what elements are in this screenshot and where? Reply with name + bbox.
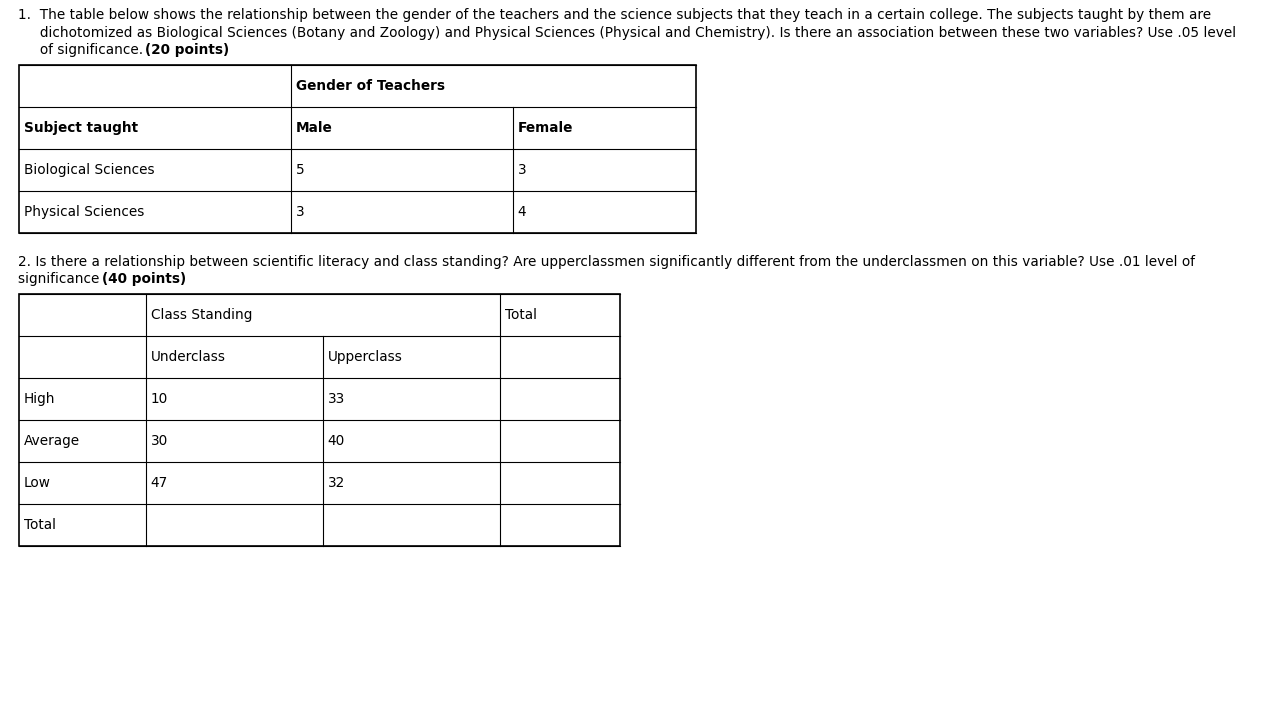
Text: High: High (24, 393, 56, 406)
Text: significance: significance (18, 272, 104, 286)
Text: 5: 5 (296, 163, 305, 177)
Text: Gender of Teachers: Gender of Teachers (296, 79, 446, 93)
Text: Average: Average (24, 435, 80, 449)
Text: Total: Total (24, 518, 56, 532)
Text: 4: 4 (518, 205, 527, 219)
Text: Class Standing: Class Standing (151, 308, 252, 323)
Text: 47: 47 (151, 476, 168, 491)
Text: 10: 10 (151, 393, 168, 406)
Text: 3: 3 (296, 205, 305, 219)
Text: 40: 40 (328, 435, 346, 449)
Text: Low: Low (24, 476, 51, 491)
Text: 33: 33 (328, 393, 346, 406)
Text: Upperclass: Upperclass (328, 350, 403, 364)
Text: 32: 32 (328, 476, 346, 491)
Text: Physical Sciences: Physical Sciences (24, 205, 144, 219)
Text: Male: Male (296, 121, 333, 135)
Text: Female: Female (518, 121, 573, 135)
Text: 1.  The table below shows the relationship between the gender of the teachers an: 1. The table below shows the relationshi… (18, 8, 1212, 22)
Text: 3: 3 (518, 163, 527, 177)
Text: Subject taught: Subject taught (24, 121, 138, 135)
Text: dichotomized as Biological Sciences (Botany and Zoology) and Physical Sciences (: dichotomized as Biological Sciences (Bot… (18, 26, 1236, 40)
Text: of significance.: of significance. (18, 43, 148, 57)
Bar (19, 294, 620, 547)
Text: 30: 30 (151, 435, 168, 449)
Text: (20 points): (20 points) (146, 43, 229, 57)
Text: Underclass: Underclass (151, 350, 225, 364)
Text: 2. Is there a relationship between scientific literacy and class standing? Are u: 2. Is there a relationship between scien… (18, 255, 1195, 269)
Text: (40 points): (40 points) (103, 272, 186, 286)
Text: Total: Total (505, 308, 537, 323)
Text: Biological Sciences: Biological Sciences (24, 163, 154, 177)
Bar (19, 65, 696, 233)
